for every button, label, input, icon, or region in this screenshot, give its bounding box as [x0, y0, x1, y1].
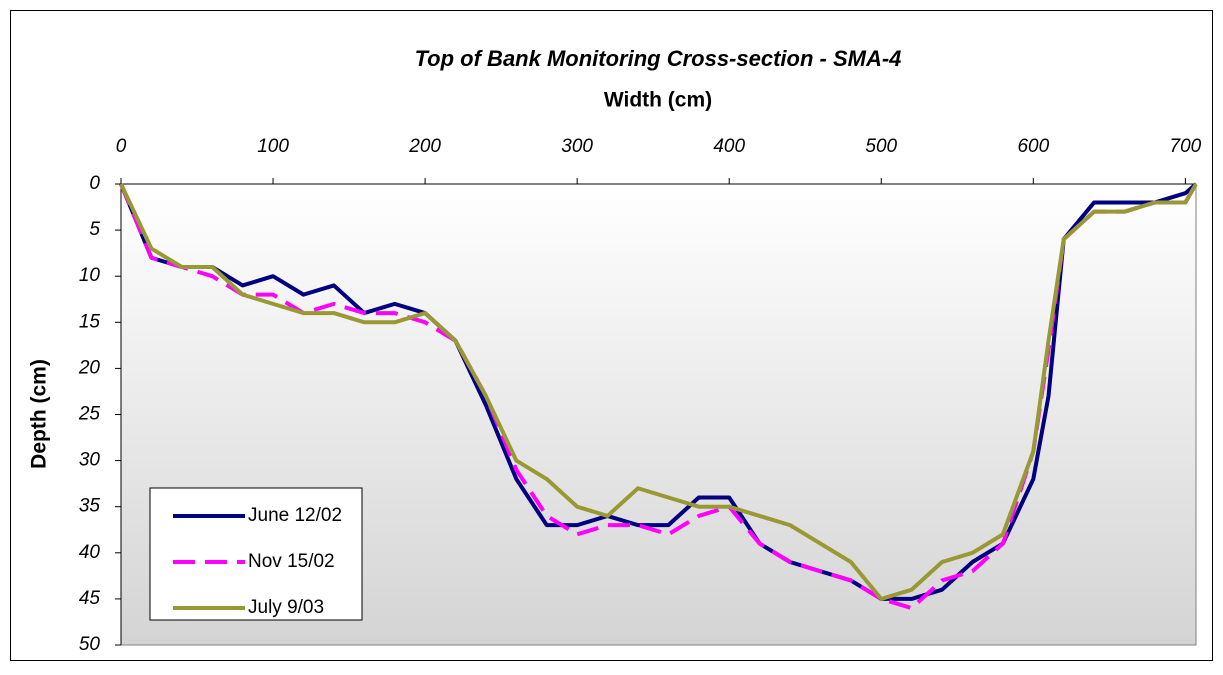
- series-line: [119, 183, 1198, 601]
- chart-title: Top of Bank Monitoring Cross-section - S…: [415, 46, 902, 71]
- y-tick-label: 30: [79, 450, 101, 471]
- x-axis-title: Width (cm): [604, 89, 712, 112]
- series-line: [119, 182, 1198, 601]
- y-tick-label: 35: [79, 496, 101, 517]
- legend-label: June 12/02: [248, 505, 342, 526]
- y-tick-label: 40: [79, 542, 101, 563]
- y-tick-label: 5: [89, 219, 100, 240]
- y-tick-label: 10: [79, 265, 101, 286]
- x-tick-label: 100: [257, 136, 289, 157]
- y-tick-label: 45: [79, 588, 101, 609]
- legend-label: July 9/03: [248, 597, 324, 618]
- legend-box: [149, 487, 363, 621]
- y-tick-label: 25: [78, 404, 101, 425]
- x-tick-label: 400: [713, 136, 745, 157]
- series-line: [119, 183, 1198, 611]
- x-tick-label: 500: [865, 136, 897, 157]
- y-tick-label: 0: [89, 173, 100, 194]
- y-tick-label: 50: [79, 634, 101, 655]
- x-tick-label: 200: [408, 136, 441, 157]
- x-tick-label: 700: [1170, 136, 1202, 157]
- y-axis-title: Depth (cm): [28, 359, 51, 469]
- legend-label: Nov 15/02: [248, 551, 335, 572]
- y-tick-label: 15: [79, 311, 101, 332]
- x-tick-label: 600: [1017, 136, 1049, 157]
- x-tick-label: 0: [116, 136, 127, 157]
- y-tick-label: 20: [78, 357, 101, 378]
- x-tick-label: 300: [561, 136, 593, 157]
